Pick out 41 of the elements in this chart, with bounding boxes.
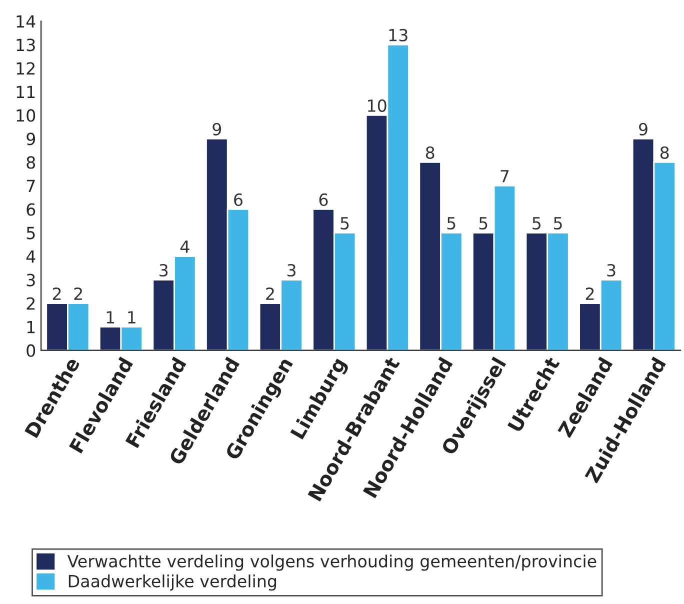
data-label: 5 — [479, 217, 488, 230]
data-label: 3 — [287, 264, 296, 277]
data-label: 9 — [212, 122, 222, 136]
data-label: 2 — [586, 287, 594, 300]
data-label: 2 — [266, 287, 274, 300]
data-label: 3 — [160, 264, 168, 277]
data-label: 8 — [426, 146, 434, 159]
data-label: 2 — [74, 287, 82, 300]
y-tick-label: 7 — [26, 180, 35, 192]
y-tick-label: 2 — [26, 297, 35, 310]
legend-label: Daadwerkelijke verdeling — [68, 574, 276, 591]
data-label: 1 — [128, 311, 136, 324]
y-tick-label: 14 — [16, 15, 36, 28]
y-tick-label: 6 — [26, 203, 36, 216]
y-tick-label: 10 — [16, 109, 36, 122]
y-tick-label: 12 — [16, 62, 35, 74]
data-label: 9 — [639, 122, 648, 136]
y-tick-label: 11 — [16, 86, 35, 98]
data-label: 4 — [180, 240, 190, 253]
data-label: 2 — [52, 287, 61, 300]
y-tick-label: 4 — [26, 250, 36, 263]
data-label: 5 — [447, 217, 456, 230]
data-label: 10 — [368, 99, 386, 112]
y-tick-label: 8 — [26, 156, 36, 169]
y-tick-label: 1 — [27, 320, 35, 334]
y-tick-label: 9 — [26, 132, 36, 146]
data-label: 6 — [234, 193, 242, 206]
data-label: 1 — [106, 311, 114, 324]
data-label: 8 — [660, 146, 669, 159]
data-label: 6 — [319, 193, 328, 206]
y-tick-label: 5 — [26, 226, 35, 240]
data-label: 5 — [340, 217, 349, 230]
data-label: 7 — [500, 170, 509, 182]
data-label: 3 — [607, 264, 616, 277]
y-tick-label: 3 — [26, 274, 35, 286]
y-tick-label: 0 — [26, 344, 36, 357]
legend-label: Verwachtte verdeling volgens verhouding gemeenten/provincie — [67, 554, 596, 571]
data-label: 5 — [554, 217, 562, 230]
y-tick-label: 13 — [16, 38, 35, 52]
data-label: 13 — [389, 28, 408, 42]
data-label: 5 — [532, 217, 541, 230]
